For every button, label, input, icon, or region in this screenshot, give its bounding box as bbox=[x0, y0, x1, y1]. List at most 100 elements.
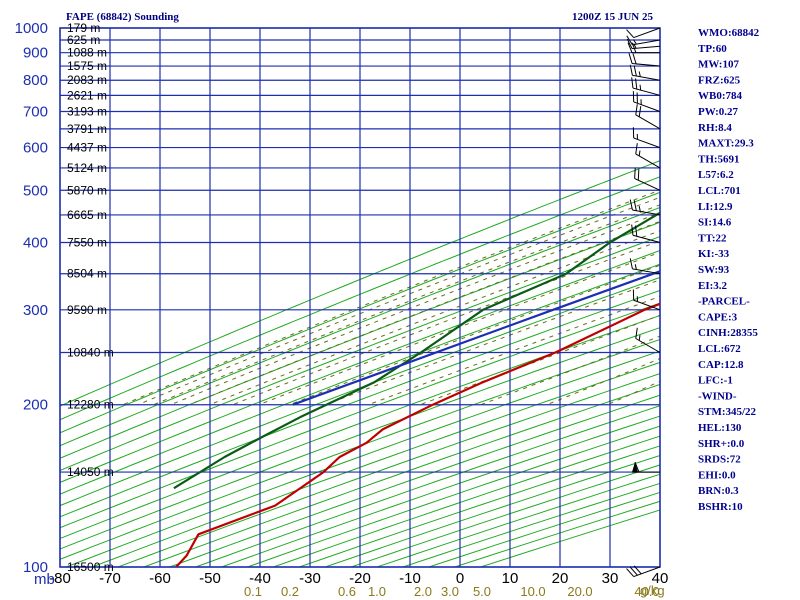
wind-barb bbox=[632, 127, 661, 149]
temperature-tick-label: -70 bbox=[99, 570, 121, 587]
dry-adiabat-line bbox=[60, 302, 660, 529]
dewpoint-line bbox=[173, 211, 660, 490]
wind-barb-half-flag bbox=[638, 335, 641, 341]
dry-adiabat-line bbox=[60, 289, 660, 518]
pressure-tick-label: 200 bbox=[23, 397, 48, 414]
height-label: 2621 m bbox=[67, 88, 107, 102]
dry-adiabat-line bbox=[60, 249, 660, 483]
wind-barb-flag bbox=[626, 35, 633, 46]
wind-barb-staff bbox=[633, 27, 661, 39]
wind-barb bbox=[634, 167, 661, 191]
dry-adiabats bbox=[60, 160, 660, 567]
moist-adiabat-line bbox=[170, 212, 660, 406]
wind-barb-flag bbox=[637, 169, 640, 181]
wind-barb bbox=[632, 91, 661, 112]
height-label: 16500 m bbox=[67, 560, 114, 574]
wind-barb-half-flag bbox=[640, 99, 642, 105]
height-label: 5124 m bbox=[67, 161, 107, 175]
moist-adiabat-line bbox=[189, 220, 660, 406]
mixing-ratio-label: 0.2 bbox=[281, 584, 299, 599]
wind-barb-half-flag bbox=[636, 296, 638, 302]
stat-line: WB0:784 bbox=[698, 90, 743, 102]
wind-barb-staff bbox=[632, 45, 661, 50]
wind-barb-staff bbox=[632, 234, 661, 243]
wind-barb-flag bbox=[628, 53, 633, 64]
dry-adiabat-line bbox=[60, 160, 660, 407]
wind-barb-flag bbox=[635, 78, 638, 90]
wind-barb-half-flag bbox=[638, 71, 641, 77]
pressure-tick-label: 900 bbox=[23, 45, 48, 62]
temperature-tick-label: -30 bbox=[299, 570, 321, 587]
wind-barb-flag bbox=[632, 91, 635, 102]
wind-barb-staff bbox=[632, 63, 661, 67]
stat-line: LCL:672 bbox=[698, 343, 741, 355]
wind-barb-flag bbox=[629, 199, 633, 211]
wind-barb-flag bbox=[626, 29, 635, 38]
stat-line: CAP:12.8 bbox=[698, 359, 744, 371]
dry-adiabat-line bbox=[60, 263, 660, 495]
plot-frame bbox=[59, 27, 661, 568]
height-label: 179 m bbox=[67, 21, 100, 35]
height-label: 4437 m bbox=[67, 141, 107, 155]
stat-line: SW:93 bbox=[698, 264, 730, 276]
dry-adiabat-line bbox=[64, 350, 660, 567]
pressure-unit-label: mb bbox=[34, 571, 55, 588]
stat-line: TP:60 bbox=[698, 43, 727, 55]
mixing-ratio-line bbox=[670, 17, 800, 243]
pressure-tick-label: 700 bbox=[23, 103, 48, 120]
stat-line: EHI:0.0 bbox=[698, 469, 736, 481]
wind-barb-flag bbox=[631, 77, 634, 89]
wind-barb-flag bbox=[634, 461, 640, 473]
dry-adiabat-line bbox=[116, 373, 660, 567]
wind-barb-flag bbox=[635, 327, 638, 339]
moist-adiabat-line bbox=[232, 240, 660, 406]
mixing-ratio-label: 20.0 bbox=[567, 584, 592, 599]
wind-barb-flag bbox=[634, 167, 636, 179]
stat-line: PW:0.27 bbox=[698, 106, 739, 118]
stat-line: CAPE:3 bbox=[698, 311, 738, 323]
wind-barb-pennant bbox=[632, 462, 638, 473]
mixing-ratio-label: 10.0 bbox=[520, 584, 545, 599]
wind-barb-staff bbox=[633, 101, 661, 112]
wind-barb-staff bbox=[632, 268, 661, 275]
mixing-ratio-label: 3.0 bbox=[441, 584, 459, 599]
stat-line: -WIND- bbox=[698, 390, 737, 402]
height-label: 1575 m bbox=[67, 59, 107, 73]
wind-barb bbox=[635, 327, 661, 353]
mixing-ratio-label: 5.0 bbox=[473, 584, 491, 599]
mixing-ratio-lines bbox=[670, 17, 800, 243]
wind-barb-flag bbox=[631, 224, 634, 236]
temperature-line bbox=[175, 302, 660, 567]
mixing-ratio-label: 1.0 bbox=[368, 584, 386, 599]
moist-adiabat-line bbox=[137, 196, 660, 406]
wind-barb-flag bbox=[638, 106, 642, 117]
stat-line: WMO:68842 bbox=[698, 27, 760, 39]
temperature-tick-label: -60 bbox=[149, 570, 171, 587]
wind-barb bbox=[635, 143, 661, 169]
stat-line: TT:22 bbox=[698, 232, 727, 244]
wind-barb-staff bbox=[633, 566, 661, 578]
wind-barb-flag bbox=[633, 200, 637, 211]
moist-adiabat-line bbox=[153, 204, 660, 406]
height-label: 14050 m bbox=[67, 465, 114, 479]
stat-line: MAXT:29.3 bbox=[698, 138, 754, 150]
stat-line: SHR+:0.0 bbox=[698, 438, 745, 450]
wind-barb bbox=[629, 258, 661, 275]
height-label: 12280 m bbox=[67, 398, 114, 412]
wind-barb-flag bbox=[626, 568, 635, 577]
pressure-tick-label: 1000 bbox=[15, 20, 48, 37]
dry-adiabat-line bbox=[60, 191, 660, 434]
stat-line: FRZ:625 bbox=[698, 74, 741, 86]
dry-adiabat-line bbox=[60, 206, 660, 447]
dry-adiabat-line bbox=[60, 236, 660, 472]
stat-line: KI:-33 bbox=[698, 248, 730, 260]
height-label: 3193 m bbox=[67, 104, 107, 118]
wind-barb-half-flag bbox=[633, 43, 637, 49]
wind-barb-flag bbox=[626, 38, 633, 49]
stat-line: CINH:28355 bbox=[698, 327, 758, 339]
wind-barb-staff bbox=[635, 153, 661, 169]
dry-adiabat-line bbox=[60, 176, 660, 421]
wind-barb-flag bbox=[633, 65, 637, 77]
wind-barb-flag bbox=[632, 53, 637, 65]
